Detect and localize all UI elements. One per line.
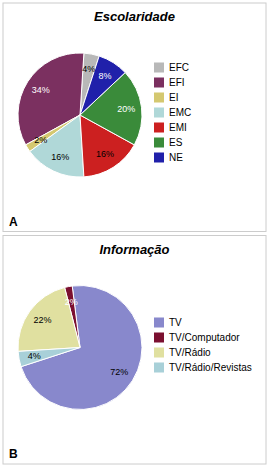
data-label: 22%	[33, 315, 51, 325]
legend-item: ES	[154, 137, 183, 148]
legend-swatch	[154, 78, 164, 88]
panel: Informação 72% 2% 22% 4% TV TV/Computador TV/Rá…	[3, 236, 266, 465]
panel-label: B	[9, 447, 18, 461]
legend-label: NE	[169, 152, 183, 163]
legend-label: ES	[169, 137, 183, 148]
legend-label: TV/Rádio	[169, 347, 211, 358]
panel: Escolaridade 4% 34% 2% 16% 16% 20% 8% EFC EFI EI EM…	[3, 3, 266, 232]
data-label: 2%	[65, 297, 78, 307]
legend-label: TV	[169, 317, 182, 328]
legend-swatch	[154, 123, 164, 133]
data-labels: 72% 2% 22% 4%	[28, 297, 128, 378]
legend-item: EFI	[154, 77, 185, 88]
legend-swatch	[154, 153, 164, 163]
data-label: 16%	[51, 152, 69, 162]
chart-title: Escolaridade	[94, 9, 175, 24]
pie-slice	[30, 115, 84, 177]
legend-swatch	[154, 138, 164, 148]
legend-item: TV/Rádio	[154, 347, 211, 358]
panel-frame	[3, 236, 266, 465]
legend: EFC EFI EI EMC EMI ES NE	[154, 62, 191, 163]
legend-item: TV	[154, 317, 182, 328]
legend-label: EI	[169, 92, 178, 103]
legend-swatch	[154, 93, 164, 103]
data-labels: 4% 34% 2% 16% 16% 20% 8%	[32, 64, 135, 162]
legend-label: EMI	[169, 122, 187, 133]
panel-label: A	[9, 215, 18, 229]
legend-item: TV/Rádio/Revistas	[154, 362, 252, 373]
data-label: 8%	[98, 71, 111, 81]
pie-slice	[18, 287, 80, 351]
legend-item: EMC	[154, 107, 191, 118]
data-label: 2%	[34, 135, 47, 145]
legend: TV TV/Computador TV/Rádio TV/Rádio/Revistas	[154, 317, 252, 373]
legend-label: TV/Rádio/Revistas	[169, 362, 252, 373]
legend-swatch	[154, 108, 164, 118]
pie-slice	[18, 348, 80, 367]
legend-swatch	[154, 318, 164, 328]
data-label: 72%	[110, 367, 128, 377]
chart-root: Escolaridade 4% 34% 2% 16% 16% 20% 8% EFC EFI EI EM…	[0, 0, 269, 471]
data-label: 20%	[117, 104, 135, 114]
legend-label: EMC	[169, 107, 191, 118]
data-label: 16%	[96, 149, 114, 159]
legend-item: NE	[154, 152, 183, 163]
legend-swatch	[154, 333, 164, 343]
legend-swatch	[154, 63, 164, 73]
chart-title: Informação	[99, 242, 169, 257]
panel-frame	[3, 3, 266, 232]
legend-swatch	[154, 363, 164, 373]
legend-label: TV/Computador	[169, 332, 240, 343]
figure: Escolaridade 4% 34% 2% 16% 16% 20% 8% EFC EFI EI EM…	[0, 0, 269, 471]
legend-item: EI	[154, 92, 178, 103]
legend-label: EFI	[169, 77, 185, 88]
legend-label: EFC	[169, 62, 189, 73]
legend-item: TV/Computador	[154, 332, 240, 343]
legend-item: EFC	[154, 62, 189, 73]
legend-item: EMI	[154, 122, 187, 133]
data-label: 4%	[82, 64, 95, 74]
pie	[18, 286, 142, 410]
pie	[18, 53, 142, 177]
data-label: 4%	[28, 351, 41, 361]
data-label: 34%	[32, 85, 50, 95]
legend-swatch	[154, 348, 164, 358]
